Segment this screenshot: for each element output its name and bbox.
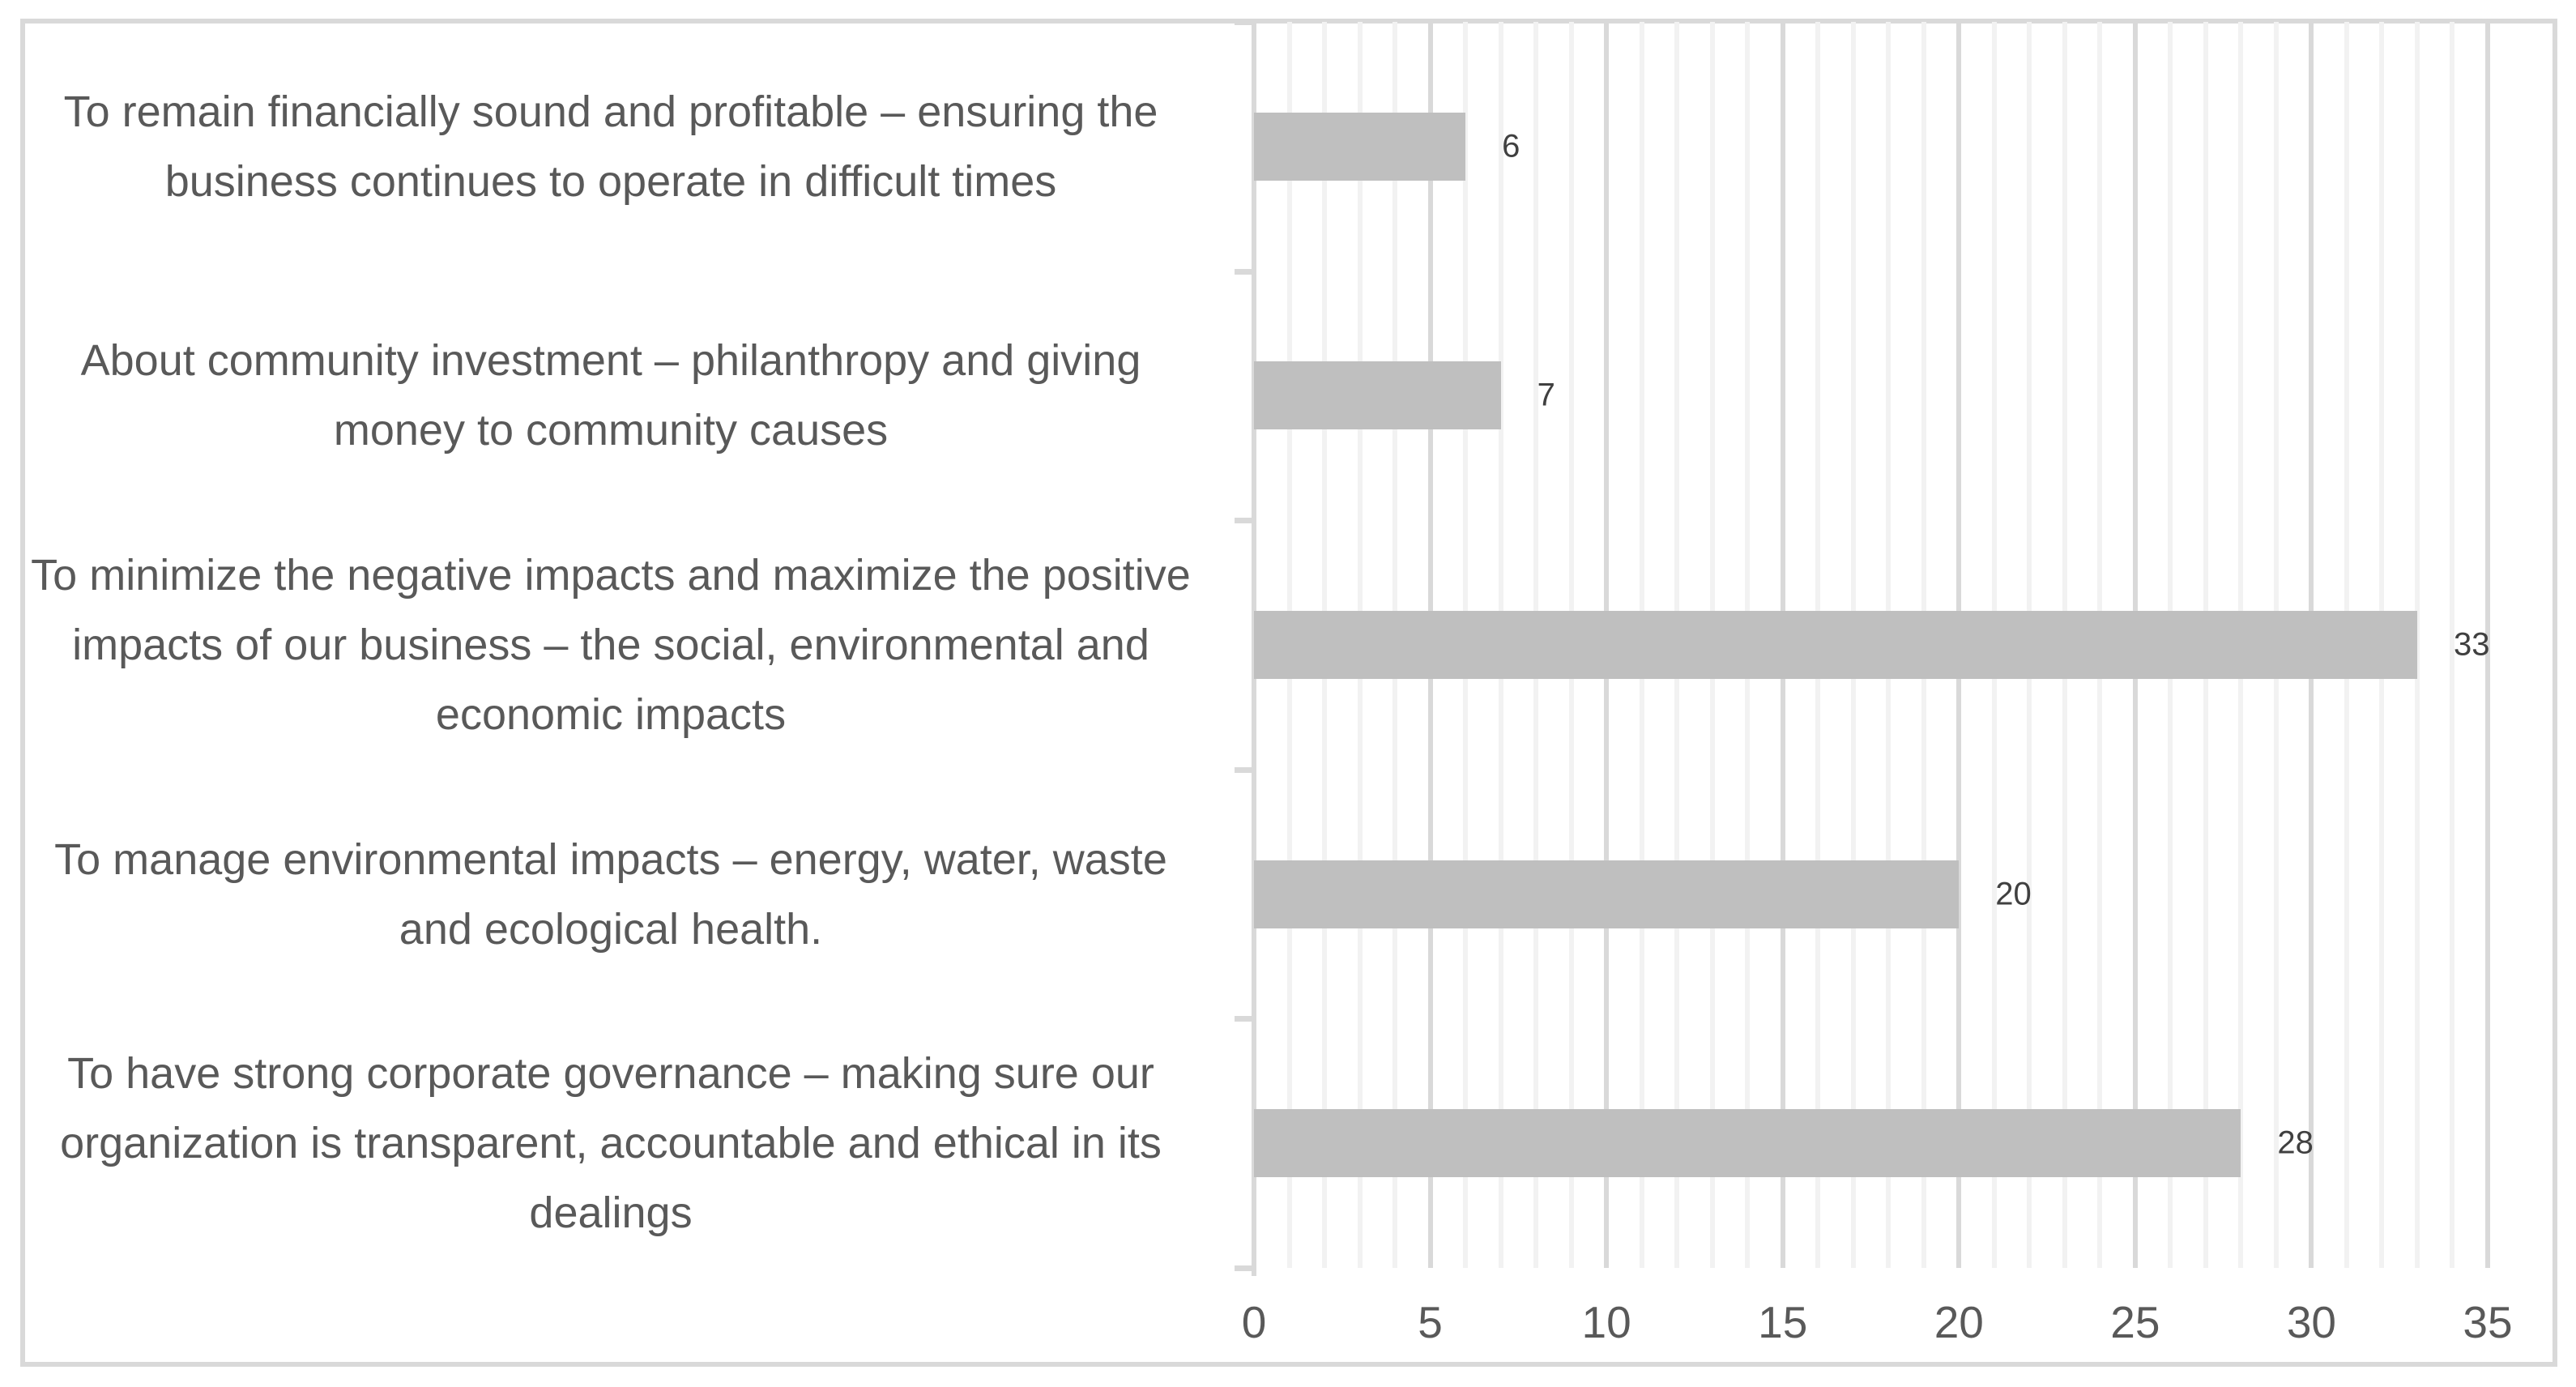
x-axis-tick-label: 20	[1934, 1297, 1984, 1347]
bar-value-label: 28	[2277, 1125, 2314, 1161]
axis-tick	[1235, 1265, 1254, 1271]
x-axis-tick-label: 35	[2463, 1297, 2513, 1347]
bar	[1254, 112, 1466, 181]
x-axis-tick-label: 25	[2110, 1297, 2160, 1347]
bar	[1254, 361, 1501, 430]
plot-area: 6 7 33 20 28	[1235, 19, 2490, 1276]
gridline-major	[2485, 22, 2490, 1268]
x-axis-tick-label: 15	[1758, 1297, 1808, 1347]
gridline-minor	[2414, 22, 2420, 1268]
bar-value-label: 6	[1502, 128, 1520, 164]
bar-value-label: 20	[1995, 876, 2032, 912]
category-label: To minimize the negative impacts and max…	[31, 551, 1191, 739]
bar	[1254, 611, 2417, 679]
axis-tick	[1235, 518, 1254, 524]
category-label: To manage environmental impacts – energy…	[54, 834, 1167, 954]
bar	[1254, 1109, 2241, 1178]
bar-value-label: 33	[2453, 626, 2490, 663]
axis-tick	[1235, 268, 1254, 275]
bar	[1254, 860, 1960, 928]
category-label: To have strong corporate governance – ma…	[60, 1049, 1162, 1238]
gridline-minor	[2450, 22, 2455, 1268]
axis-tick	[1235, 19, 1254, 25]
x-axis-tick-label: 10	[1581, 1297, 1631, 1347]
bar-value-label: 7	[1537, 377, 1555, 413]
category-label: About community investment – philanthrop…	[80, 336, 1141, 455]
axis-tick	[1235, 766, 1254, 773]
x-axis-tick-label: 5	[1418, 1297, 1443, 1347]
axis-tick	[1235, 1016, 1254, 1022]
x-axis-tick-label: 30	[2286, 1297, 2337, 1347]
category-axis-labels: To remain financially sound and profitab…	[23, 22, 1199, 1268]
x-axis-tick-label: 0	[1241, 1297, 1267, 1347]
category-label: To remain financially sound and profitab…	[63, 87, 1158, 206]
